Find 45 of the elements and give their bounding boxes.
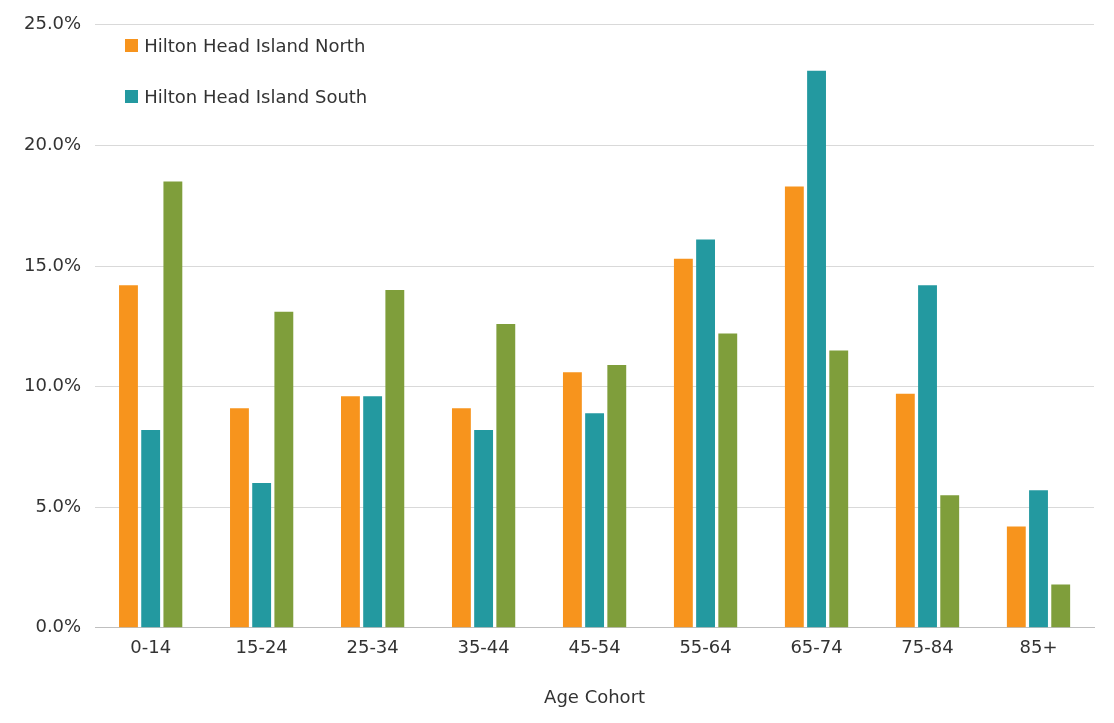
bar — [718, 333, 738, 628]
bar — [918, 285, 937, 628]
y-tick-label: 15.0% — [23, 253, 82, 275]
legend-label: Hilton Head Island South — [144, 85, 368, 107]
bar — [829, 350, 849, 628]
y-tick-label: 0.0% — [35, 615, 82, 637]
x-tick-label: 25-34 — [346, 636, 399, 658]
bar — [607, 364, 627, 628]
bar — [1051, 584, 1071, 628]
x-tick-label: 35-44 — [457, 636, 510, 658]
bar — [119, 285, 138, 628]
bar — [141, 430, 161, 628]
bar — [451, 408, 471, 628]
bar — [385, 290, 405, 628]
bar — [363, 396, 383, 628]
bar — [562, 372, 582, 628]
bar — [807, 70, 826, 628]
bar — [252, 483, 272, 628]
bar — [585, 413, 605, 628]
x-tick-label: 75-84 — [901, 636, 954, 658]
x-tick-label: 15-24 — [235, 636, 288, 658]
bar — [784, 186, 804, 628]
x-tick-label: 85+ — [1019, 636, 1058, 658]
bar — [895, 393, 915, 628]
y-tick-label: 10.0% — [23, 374, 82, 396]
x-axis-title: Age Cohort — [544, 685, 646, 707]
legend-label: Hilton Head Island North — [144, 34, 366, 56]
bar — [1006, 526, 1026, 628]
bar — [496, 323, 516, 628]
bar — [940, 495, 960, 628]
bar — [696, 239, 715, 628]
bar — [474, 430, 494, 628]
bar — [230, 408, 249, 628]
y-tick-label: 5.0% — [35, 494, 82, 516]
x-tick-label: 65-74 — [790, 636, 843, 658]
bar — [673, 258, 693, 628]
bar — [1029, 490, 1048, 628]
y-tick-label: 25.0% — [23, 12, 82, 34]
bar — [341, 396, 360, 628]
bar — [163, 181, 183, 628]
x-tick-label: 0-14 — [130, 636, 172, 658]
y-tick-label: 20.0% — [23, 133, 82, 155]
x-tick-label: 45-54 — [568, 636, 621, 658]
x-tick-label: 55-64 — [679, 636, 732, 658]
bar — [274, 311, 294, 628]
